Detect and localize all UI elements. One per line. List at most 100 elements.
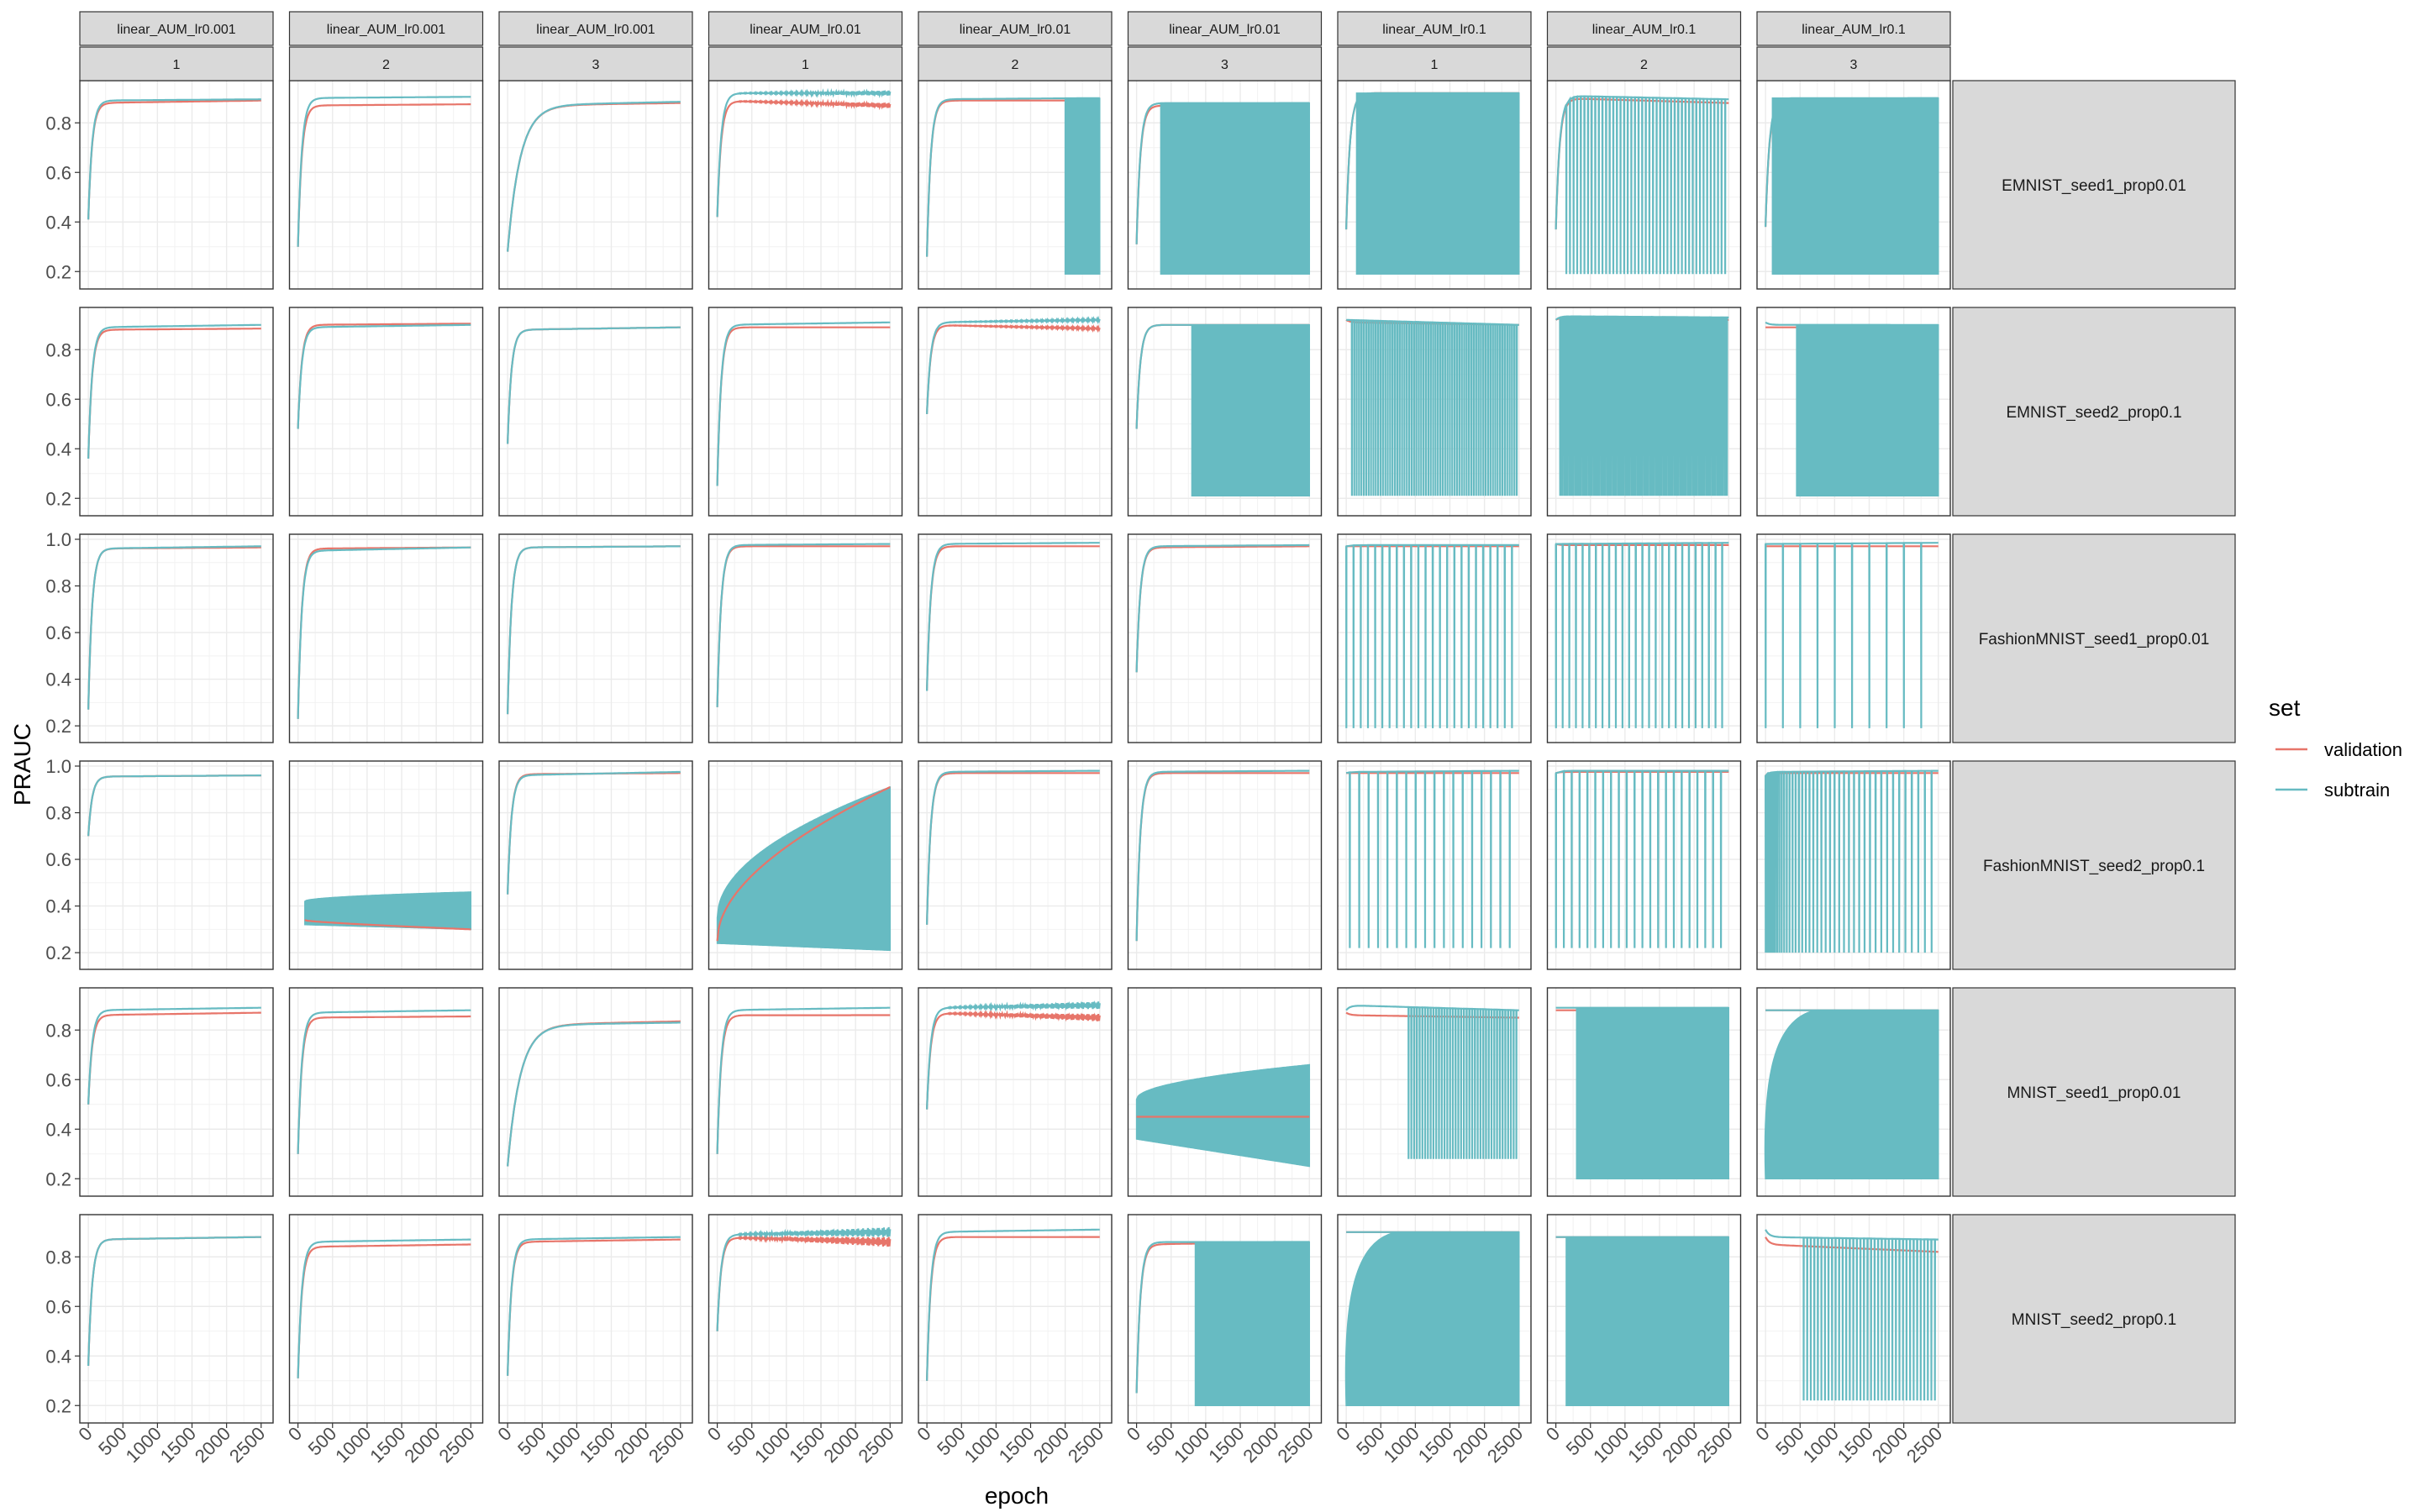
plot-area [716, 321, 891, 486]
panel-bg [918, 1215, 1112, 1423]
panel-r2-c4 [918, 533, 1113, 743]
plot-area [304, 891, 472, 931]
x-tick-label-3: 1500 [1204, 1423, 1248, 1467]
series-subtrain-oscillation-band [1796, 324, 1939, 497]
legend: set validation subtrain [2269, 695, 2402, 801]
panel-border [918, 533, 1113, 743]
y-tick-label-r5-2: 0.6 [45, 1296, 71, 1317]
x-tick-label-3: 1500 [1623, 1423, 1667, 1467]
x-tick-label-0: 0 [284, 1423, 306, 1445]
panel-r4-c7 [1546, 987, 1742, 1197]
series-subtrain-oscillation-band [1771, 97, 1939, 275]
y-tick-label-r2-4: 1.0 [45, 529, 71, 550]
plot-area [1555, 769, 1729, 948]
series-subtrain [1345, 543, 1519, 728]
panel-border [708, 760, 903, 970]
plot-area [716, 785, 892, 952]
plot-area [297, 1009, 471, 1154]
y-tick-label-r0-3: 0.8 [45, 113, 71, 134]
series-validation [304, 919, 471, 931]
plot-area [716, 87, 892, 218]
series-subtrain [1765, 1229, 1939, 1401]
panel-r3-c5 [1127, 760, 1323, 970]
panel-border [1756, 533, 1951, 743]
panel-border [288, 760, 484, 970]
plot-area [507, 545, 681, 715]
x-tick-label-5: 2500 [225, 1423, 269, 1467]
strip-model-5 [1127, 11, 1323, 46]
plot-area [507, 770, 681, 895]
panel-bg [708, 81, 902, 289]
y-tick-label-r1-1: 0.4 [45, 438, 71, 459]
x-axis-title: epoch [985, 1483, 1049, 1509]
panel-r1-c5 [1127, 307, 1323, 517]
x-tick-label-2: 1000 [1380, 1423, 1423, 1467]
x-tick-label-5: 2500 [1693, 1423, 1737, 1467]
strip-model-label-3: linear_AUM_lr0.01 [750, 23, 861, 37]
series-validation [716, 545, 891, 707]
strip-seed-label-5: 3 [1221, 58, 1228, 72]
panel-r2-c6 [1337, 533, 1532, 743]
panel-border [1127, 987, 1323, 1197]
panel-border [288, 987, 484, 1197]
panel-r1-c7 [1546, 307, 1742, 517]
panel-border [708, 533, 903, 743]
series-subtrain [87, 98, 261, 220]
panel-r3-c6 [1337, 760, 1532, 970]
series-subtrain [1345, 318, 1519, 496]
panel-border [79, 1214, 274, 1424]
strip-seed-5 [1127, 46, 1323, 81]
x-tick-label-2: 1000 [1170, 1423, 1213, 1467]
panel-r3-c0 [79, 760, 274, 970]
series-subtrain [716, 543, 891, 707]
y-tick-label-r4-1: 0.4 [45, 1119, 71, 1140]
panel-bg [289, 307, 483, 516]
y-tick-label-r3-4: 1.0 [45, 756, 71, 777]
panel-border [1337, 760, 1532, 970]
strip-seed-label-0: 1 [173, 58, 181, 72]
strip-seed-label-2: 3 [592, 58, 600, 72]
series-subtrain [716, 1006, 891, 1154]
y-tick-label-r2-1: 0.4 [45, 669, 71, 690]
x-tick-label-4: 2000 [1868, 1423, 1912, 1467]
panel-border [1337, 1214, 1532, 1424]
y-tick-label-r5-3: 0.8 [45, 1247, 71, 1268]
strip-model-6 [1337, 11, 1532, 46]
x-tick-label-0: 0 [1542, 1423, 1564, 1445]
series-subtrain-oscillation-band [1194, 1241, 1311, 1407]
series-subtrain [1555, 95, 1729, 275]
series-subtrain [1345, 769, 1519, 948]
plot-area [716, 1226, 892, 1331]
x-tick-label-4: 2000 [1239, 1423, 1282, 1467]
series-validation [926, 323, 1101, 414]
series-subtrain-oscillation-band [1344, 1231, 1520, 1406]
panel-border [498, 987, 693, 1197]
series-subtrain [1765, 769, 1939, 953]
series-subtrain [87, 323, 261, 459]
panel-border [918, 1214, 1113, 1424]
x-tick-label-0: 0 [1751, 1423, 1773, 1445]
x-tick-label-5: 2500 [644, 1423, 688, 1467]
panel-border [498, 760, 693, 970]
y-tick-label-r2-3: 0.8 [45, 576, 71, 597]
panel-r0-c7 [1546, 80, 1742, 290]
plot-area [716, 543, 891, 707]
plot-area [1344, 1231, 1520, 1406]
panel-border [1756, 987, 1951, 1197]
strip-row-3 [1952, 760, 2236, 970]
series-subtrain [926, 769, 1100, 925]
panel-bg [289, 534, 483, 743]
plot-area [1345, 92, 1520, 275]
plot-area [1345, 318, 1519, 496]
x-tick-label-0: 0 [1123, 1423, 1144, 1445]
panel-border [79, 307, 274, 517]
panel-r4-c8 [1756, 987, 1951, 1197]
panel-bg [1757, 534, 1950, 743]
strip-model-3 [708, 11, 903, 46]
panel-r4-c5 [1127, 987, 1323, 1197]
panel-border [918, 760, 1113, 970]
